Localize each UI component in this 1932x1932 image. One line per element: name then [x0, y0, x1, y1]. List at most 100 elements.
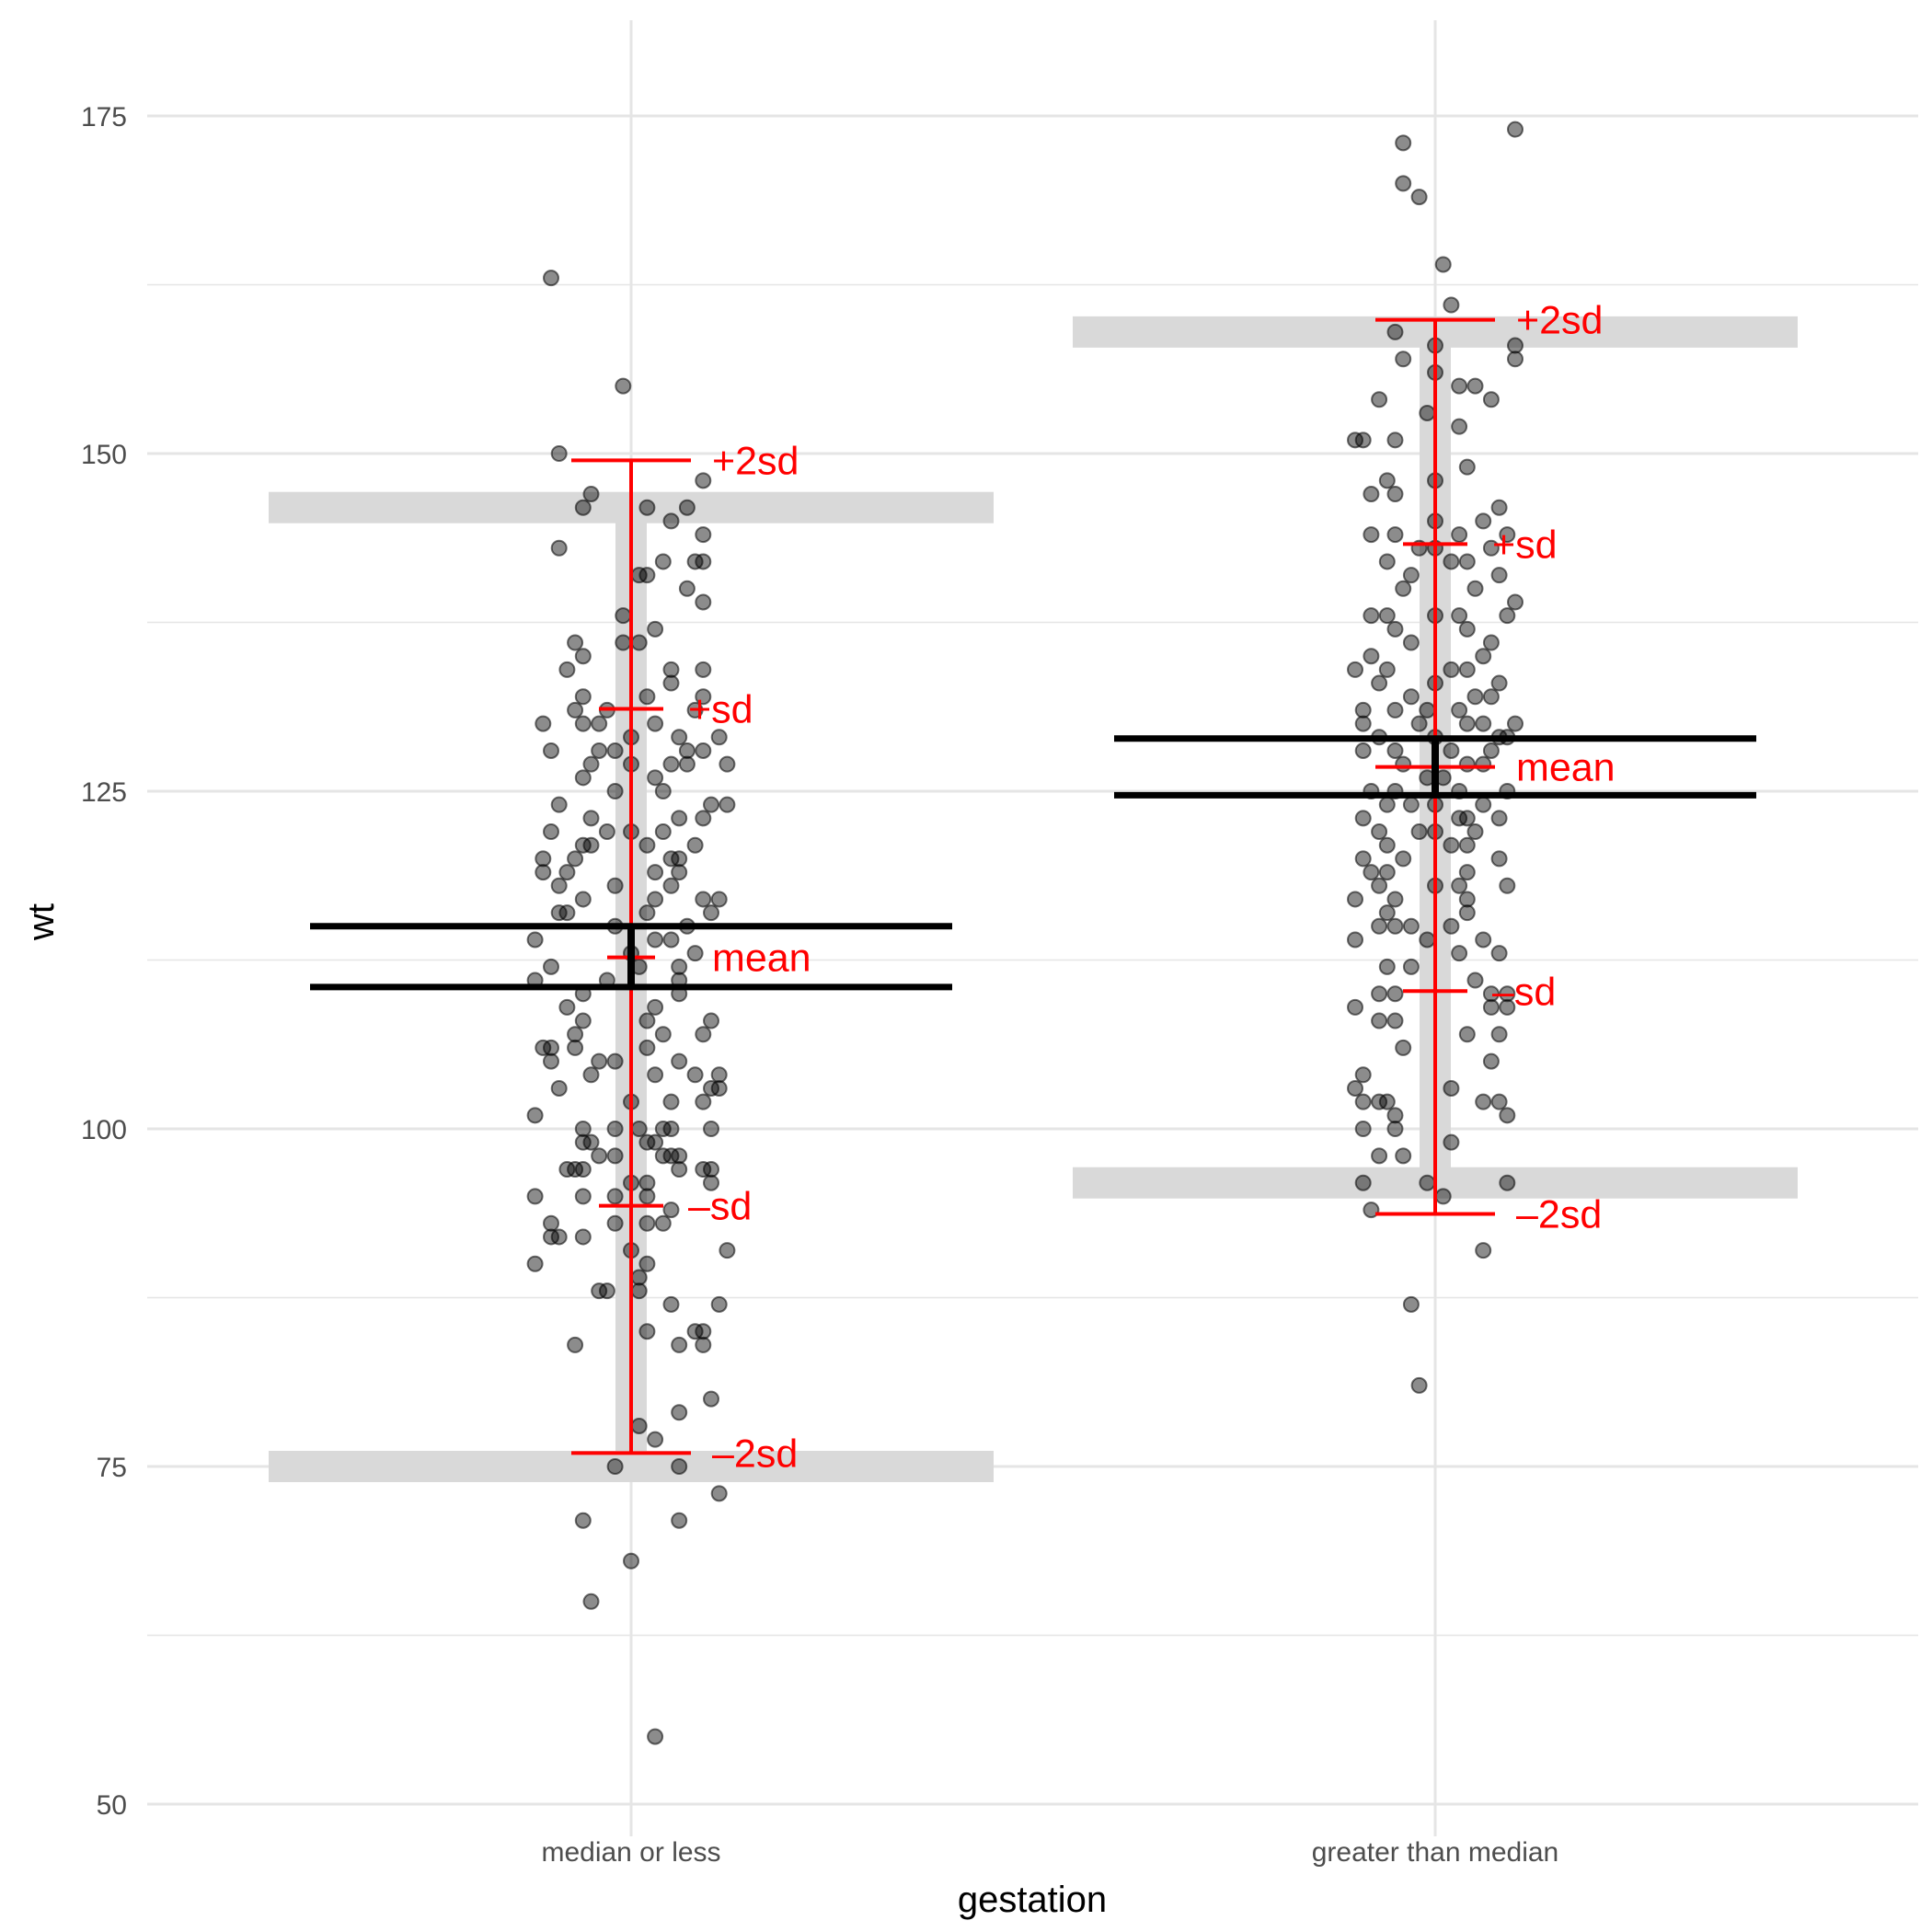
- data-point: [615, 377, 632, 395]
- data-point: [703, 1012, 719, 1029]
- data-point: [582, 1593, 600, 1610]
- data-point: [1386, 486, 1404, 503]
- data-point: [1451, 526, 1468, 544]
- data-point: [1443, 1079, 1460, 1097]
- data-point: [1475, 796, 1492, 813]
- data-point: [1395, 755, 1412, 773]
- data-point: [671, 958, 688, 975]
- y-tick-label: 150: [81, 440, 127, 470]
- data-point: [1482, 985, 1500, 1003]
- data-point: [638, 904, 656, 922]
- data-point: [1499, 877, 1516, 894]
- data-point: [695, 1026, 712, 1043]
- data-point: [1475, 1242, 1492, 1259]
- data-point: [671, 1512, 688, 1529]
- data-point: [1466, 972, 1484, 989]
- data-point: [1354, 850, 1372, 868]
- data-point: [710, 1295, 728, 1313]
- data-point: [606, 1147, 624, 1165]
- data-point: [1499, 998, 1516, 1016]
- data-point: [1378, 607, 1396, 625]
- data-point: [606, 742, 624, 759]
- data-point: [574, 715, 592, 732]
- data-point: [1507, 121, 1524, 138]
- data-point: [695, 891, 712, 908]
- data-point: [1443, 1133, 1460, 1151]
- data-point: [630, 1121, 648, 1137]
- data-point: [671, 729, 688, 746]
- data-point: [1434, 256, 1452, 273]
- data-point: [1419, 701, 1436, 719]
- data-point: [1490, 499, 1508, 516]
- data-point: [1354, 742, 1372, 759]
- data-point: [1499, 526, 1516, 544]
- data-point: [526, 1107, 544, 1124]
- data-point: [574, 1228, 592, 1246]
- y-tick-label: 125: [81, 777, 127, 808]
- data-point: [695, 593, 712, 611]
- data-point: [582, 1066, 600, 1084]
- data-point: [1482, 634, 1500, 651]
- data-point: [719, 1242, 736, 1259]
- data-point: [662, 1121, 680, 1137]
- data-point: [695, 688, 712, 706]
- data-point: [1458, 904, 1476, 922]
- data-point: [1443, 661, 1460, 678]
- data-point: [526, 931, 544, 949]
- data-point: [567, 1161, 584, 1179]
- data-point: [1378, 904, 1396, 922]
- data-point: [1371, 877, 1388, 894]
- data-point: [1386, 985, 1404, 1003]
- data-point: [1371, 1012, 1388, 1029]
- data-point: [606, 1121, 624, 1137]
- data-point: [1395, 580, 1412, 597]
- data-point: [1490, 850, 1508, 868]
- data-point: [567, 850, 584, 868]
- data-point: [662, 755, 680, 773]
- data-point: [567, 634, 584, 651]
- data-point: [654, 1147, 672, 1165]
- data-point: [1378, 796, 1396, 813]
- data-point: [1410, 1376, 1428, 1394]
- data-point: [574, 648, 592, 665]
- data-point: [662, 512, 680, 530]
- data-point: [638, 1174, 656, 1191]
- data-point: [678, 755, 696, 773]
- data-point: [638, 1039, 656, 1056]
- x-tick-labels: median or less greater than median: [541, 1837, 1558, 1868]
- data-point: [638, 1323, 656, 1340]
- data-point: [1386, 742, 1404, 759]
- data-point: [550, 1079, 568, 1097]
- data-point: [1386, 701, 1404, 719]
- data-point: [582, 810, 600, 827]
- data-point: [1482, 391, 1500, 408]
- data-point: [1354, 1066, 1372, 1084]
- data-point: [678, 580, 696, 597]
- data-point: [1386, 1121, 1404, 1137]
- y-axis-title: wt: [21, 903, 62, 941]
- data-point: [695, 472, 712, 489]
- data-point: [1458, 864, 1476, 881]
- data-point: [662, 877, 680, 894]
- data-point: [567, 1039, 584, 1056]
- data-point: [606, 783, 624, 799]
- data-point: [1347, 661, 1363, 678]
- data-point: [558, 998, 576, 1016]
- data-point: [1363, 526, 1380, 544]
- data-point: [1402, 1295, 1420, 1313]
- data-point: [1395, 1039, 1412, 1056]
- data-point: [1458, 458, 1476, 476]
- data-point: [1490, 1093, 1508, 1110]
- data-point: [703, 904, 719, 922]
- x-axis-title: gestation: [958, 1880, 1107, 1920]
- data-point: [1363, 1202, 1380, 1219]
- data-point: [647, 1431, 664, 1448]
- y-tick-label: 175: [81, 102, 127, 132]
- data-point: [1475, 715, 1492, 732]
- data-point: [591, 1052, 608, 1070]
- data-point: [1451, 377, 1468, 395]
- data-point: [1378, 472, 1396, 489]
- data-point: [1507, 715, 1524, 732]
- data-point: [1371, 917, 1388, 935]
- data-point: [719, 796, 736, 813]
